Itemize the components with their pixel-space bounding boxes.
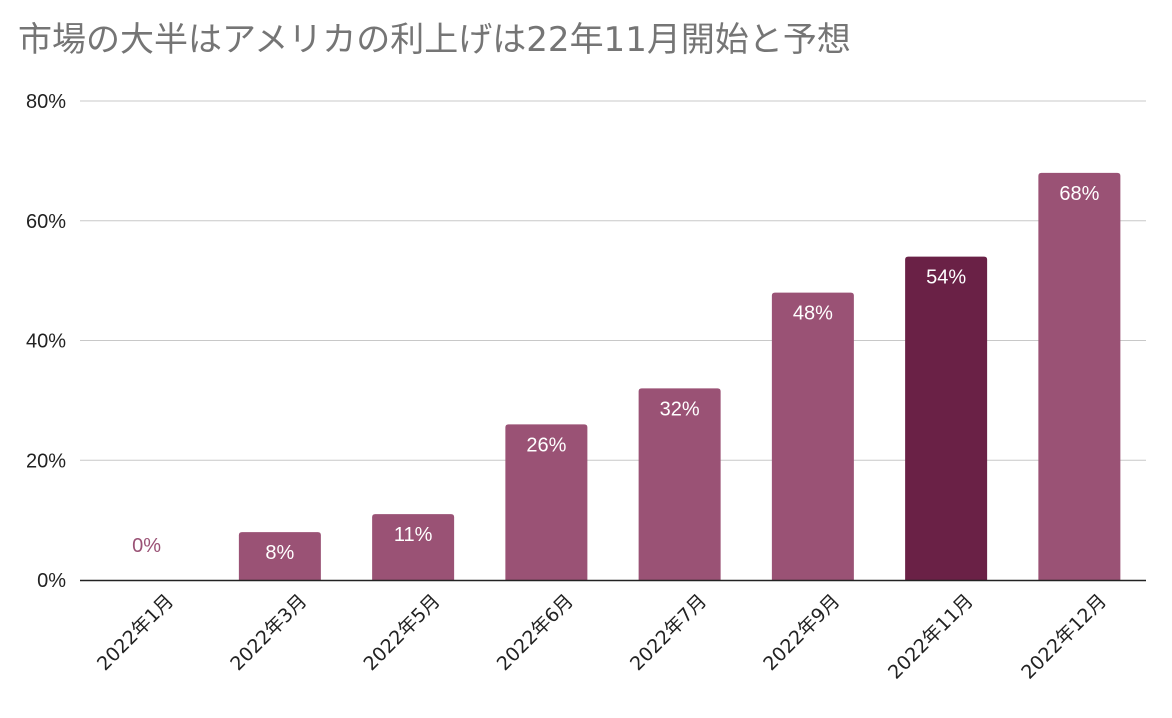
data-label: 54% (926, 267, 966, 289)
bar (771, 292, 854, 580)
bar (505, 424, 588, 580)
y-tick-label: 0% (37, 570, 66, 592)
x-tick-label: 2022年11月 (884, 590, 978, 684)
x-tick-label: 2022年7月 (626, 590, 711, 675)
x-tick-label: 2022年9月 (759, 590, 844, 675)
data-label: 26% (526, 434, 566, 456)
data-label: 11% (394, 524, 433, 546)
bar (372, 514, 455, 580)
data-label: 32% (660, 398, 700, 420)
y-axis-ticks: 0% 20% 40% 60% 80% (26, 91, 66, 592)
bar (238, 532, 321, 580)
y-tick-label: 80% (26, 91, 66, 113)
y-tick-label: 20% (26, 450, 66, 472)
x-tick-label: 2022年5月 (359, 590, 444, 675)
bar (638, 388, 721, 580)
x-tick-label: 2022年3月 (226, 590, 311, 675)
x-axis-ticks: 2022年1月 2022年3月 2022年5月 2022年6月 2022年7月 2022年… (93, 590, 1111, 684)
x-tick-label: 2022年6月 (493, 590, 578, 675)
x-tick-label: 2022年12月 (1017, 590, 1111, 684)
bars (238, 172, 1121, 580)
bar (905, 256, 988, 580)
data-label: 48% (793, 303, 833, 325)
y-tick-label: 40% (26, 331, 66, 353)
chart-title: 市場の大半はアメリカの利上げは22年11月開始と予想 (18, 20, 851, 60)
data-labels: 0% 8% 11% 26% 32% 48% 54% 68% (132, 183, 1099, 564)
data-label: 0% (132, 535, 161, 557)
bar (1038, 172, 1121, 580)
data-label: 68% (1059, 183, 1099, 205)
y-tick-label: 60% (26, 211, 66, 233)
x-tick-label: 2022年1月 (93, 590, 178, 675)
data-label: 8% (265, 542, 294, 564)
